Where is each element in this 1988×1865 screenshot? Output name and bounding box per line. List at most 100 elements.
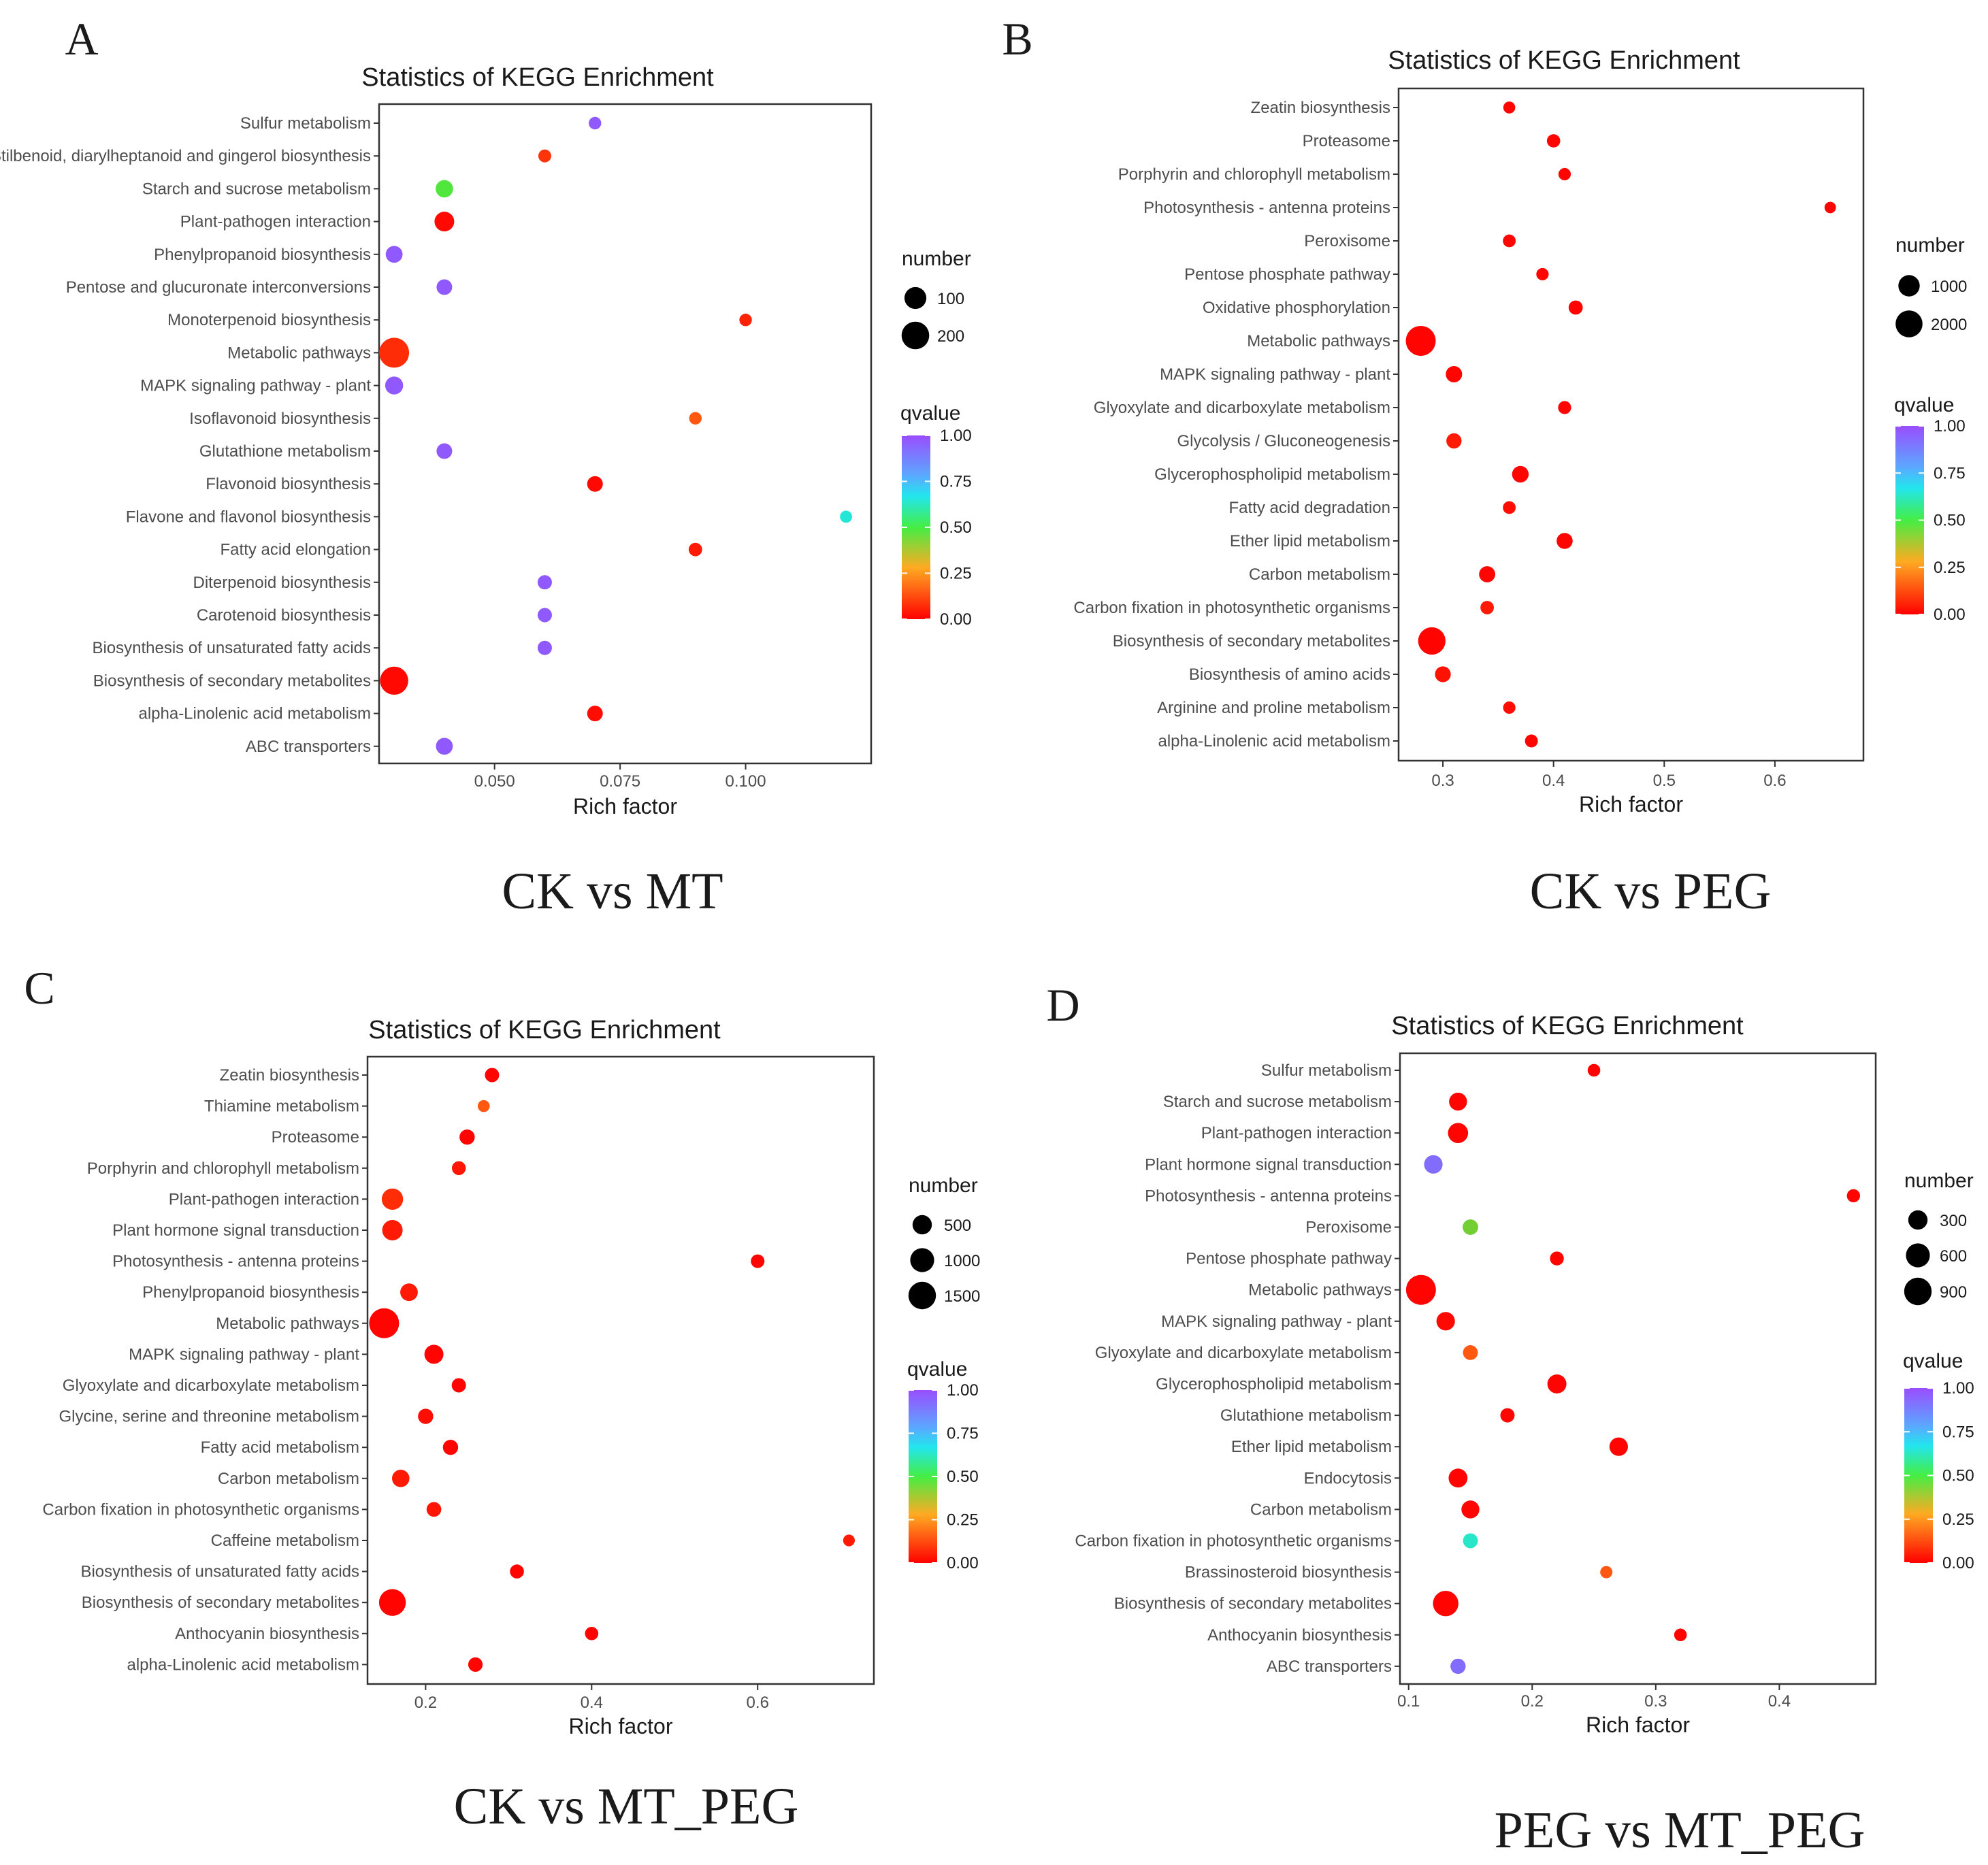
x-axis-title: Rich factor <box>569 1714 673 1738</box>
category-label-sulfur-metabolism: Sulfur metabolism <box>240 114 371 133</box>
color-legend-label: 0.00 <box>947 1554 979 1572</box>
category-label-phenylpropanoid-biosynthesis: Phenylpropanoid biosynthesis <box>142 1283 359 1302</box>
category-label-mapk-signaling-pathway-plant: MAPK signaling pathway - plant <box>1161 1313 1392 1331</box>
x-tick-label: 0.075 <box>600 772 640 791</box>
point-abc-transporters <box>1450 1658 1466 1674</box>
panel-c: C CK vs MT_PEG Statistics of KEGG Enrichme… <box>24 962 980 1835</box>
category-label-alpha-linolenic-acid-metabolism: alpha-Linolenic acid metabolism <box>138 705 371 723</box>
point-arginine-and-proline-metabolism <box>1503 701 1516 714</box>
category-label-photosynthesis-antenna-proteins: Photosynthesis - antenna proteins <box>1145 1187 1392 1205</box>
category-label-abc-transporters: ABC transporters <box>1267 1657 1392 1676</box>
point-biosynthesis-of-secondary-metabolites <box>1418 627 1446 655</box>
category-label-ether-lipid-metabolism: Ether lipid metabolism <box>1230 532 1390 550</box>
panel-letter: B <box>1002 13 1032 65</box>
x-tick-label: 0.6 <box>1763 772 1786 790</box>
color-legend-title: qvalue <box>907 1358 967 1381</box>
color-legend-label: 0.75 <box>947 1425 979 1443</box>
point-carbon-metabolism <box>1461 1500 1480 1519</box>
category-label-caffeine-metabolism: Caffeine metabolism <box>211 1532 359 1550</box>
size-legend-dot <box>910 1248 934 1272</box>
point-phenylpropanoid-biosynthesis <box>400 1283 418 1302</box>
category-label-starch-and-sucrose-metabolism: Starch and sucrose metabolism <box>1163 1093 1392 1111</box>
point-zeatin-biosynthesis <box>1503 101 1516 114</box>
size-legend-label: 1000 <box>1931 278 1967 296</box>
chart-title: Statistics of KEGG Enrichment <box>368 1016 721 1044</box>
category-label-mapk-signaling-pathway-plant: MAPK signaling pathway - plant <box>140 377 371 395</box>
size-legend-label: 600 <box>1940 1247 1967 1266</box>
category-label-photosynthesis-antenna-proteins: Photosynthesis - antenna proteins <box>112 1253 359 1271</box>
color-legend-label: 1.00 <box>940 427 972 445</box>
point-stilbenoid-diarylheptanoid-and-gingerol-biosynthesis <box>538 149 551 163</box>
plot-area <box>378 103 873 765</box>
point-fatty-acid-degradation <box>1503 501 1516 514</box>
point-carbon-metabolism <box>391 1470 410 1487</box>
category-label-carbon-fixation-in-photosynthetic-organisms: Carbon fixation in photosynthetic organi… <box>42 1500 359 1519</box>
point-oxidative-phosphorylation <box>1568 300 1583 315</box>
chart-title: Statistics of KEGG Enrichment <box>1391 1012 1744 1040</box>
x-axis-title: Rich factor <box>1579 792 1683 816</box>
category-label-plant-hormone-signal-transduction: Plant hormone signal transduction <box>1145 1155 1392 1174</box>
size-legend-label: 900 <box>1940 1283 1967 1302</box>
point-porphyrin-and-chlorophyll-metabolism <box>1558 167 1571 181</box>
x-tick-label: 0.5 <box>1653 772 1676 790</box>
point-ether-lipid-metabolism <box>1609 1437 1628 1456</box>
category-label-anthocyanin-biosynthesis: Anthocyanin biosynthesis <box>1207 1626 1392 1645</box>
point-thiamine-metabolism <box>477 1100 490 1112</box>
category-label-carbon-fixation-in-photosynthetic-organisms: Carbon fixation in photosynthetic organi… <box>1075 1532 1392 1551</box>
category-label-isoflavonoid-biosynthesis: Isoflavonoid biosynthesis <box>189 410 371 428</box>
point-mapk-signaling-pathway-plant <box>424 1344 444 1364</box>
category-label-glyoxylate-and-dicarboxylate-metabolism: Glyoxylate and dicarboxylate metabolism <box>63 1376 359 1395</box>
color-legend-label: 0.25 <box>1934 559 1966 577</box>
category-label-oxidative-phosphorylation: Oxidative phosphorylation <box>1203 299 1390 317</box>
category-label-alpha-linolenic-acid-metabolism: alpha-Linolenic acid metabolism <box>127 1655 359 1674</box>
size-legend-title: number <box>1895 234 1965 257</box>
point-peroxisome <box>1463 1219 1478 1235</box>
point-peroxisome <box>1503 234 1516 248</box>
category-label-carbon-metabolism: Carbon metabolism <box>1249 565 1390 584</box>
category-label-pentose-phosphate-pathway: Pentose phosphate pathway <box>1186 1250 1392 1268</box>
panel-a: A CK vs MT Statistics of KEGG Enrichment 0.… <box>0 13 972 920</box>
point-plant-pathogen-interaction <box>1448 1123 1469 1143</box>
category-label-carbon-fixation-in-photosynthetic-organisms: Carbon fixation in photosynthetic organi… <box>1073 599 1390 617</box>
point-glyoxylate-and-dicarboxylate-metabolism <box>1463 1345 1478 1360</box>
color-legend-label: 1.00 <box>947 1381 979 1400</box>
point-glycolysis-gluconeogenesis <box>1446 433 1462 449</box>
point-mapk-signaling-pathway-plant <box>1436 1312 1455 1331</box>
point-flavone-and-flavonol-biosynthesis <box>840 510 853 523</box>
x-tick-label: 0.4 <box>1542 772 1565 790</box>
point-isoflavonoid-biosynthesis <box>689 412 702 425</box>
category-label-glyoxylate-and-dicarboxylate-metabolism: Glyoxylate and dicarboxylate metabolism <box>1095 1344 1392 1362</box>
point-porphyrin-and-chlorophyll-metabolism <box>451 1161 466 1176</box>
point-plant-pathogen-interaction <box>434 212 455 232</box>
plot-area <box>366 1055 875 1685</box>
category-label-porphyrin-and-chlorophyll-metabolism: Porphyrin and chlorophyll metabolism <box>87 1159 359 1178</box>
color-legend-label: 0.75 <box>940 473 972 491</box>
x-axis-title: Rich factor <box>573 794 677 819</box>
point-biosynthesis-of-unsaturated-fatty-acids <box>537 640 552 655</box>
category-label-alpha-linolenic-acid-metabolism: alpha-Linolenic acid metabolism <box>1158 732 1390 750</box>
size-legend-dot <box>1895 310 1923 337</box>
category-label-brassinosteroid-biosynthesis: Brassinosteroid biosynthesis <box>1185 1564 1392 1582</box>
category-label-sulfur-metabolism: Sulfur metabolism <box>1261 1061 1392 1080</box>
comparison-label: PEG vs MT_PEG <box>1495 1802 1865 1859</box>
category-label-phenylpropanoid-biosynthesis: Phenylpropanoid biosynthesis <box>154 246 371 264</box>
panel-d: D PEG vs MT_PEG Statistics of KEGG Enrichm… <box>1046 979 1974 1859</box>
point-zeatin-biosynthesis <box>485 1068 500 1083</box>
point-glycerophospholipid-metabolism <box>1547 1374 1567 1393</box>
x-tick-label: 0.3 <box>1431 772 1454 790</box>
x-tick-label: 0.2 <box>414 1694 437 1712</box>
x-tick-label: 0.2 <box>1521 1692 1544 1711</box>
category-label-biosynthesis-of-amino-acids: Biosynthesis of amino acids <box>1189 665 1390 684</box>
point-abc-transporters <box>436 738 453 755</box>
category-label-photosynthesis-antenna-proteins: Photosynthesis - antenna proteins <box>1143 199 1390 217</box>
plot-area <box>1397 87 1865 762</box>
color-legend-label: 0.75 <box>1934 464 1966 482</box>
category-label-arginine-and-proline-metabolism: Arginine and proline metabolism <box>1157 699 1390 717</box>
category-label-glycolysis-gluconeogenesis: Glycolysis / Gluconeogenesis <box>1177 432 1390 450</box>
category-label-flavone-and-flavonol-biosynthesis: Flavone and flavonol biosynthesis <box>126 508 371 526</box>
color-legend-title: qvalue <box>1894 394 1954 416</box>
comparison-label: CK vs MT_PEG <box>454 1778 799 1835</box>
color-legend-label: 0.50 <box>1942 1467 1974 1485</box>
point-carbon-metabolism <box>1479 566 1495 582</box>
category-label-mapk-signaling-pathway-plant: MAPK signaling pathway - plant <box>129 1345 359 1364</box>
